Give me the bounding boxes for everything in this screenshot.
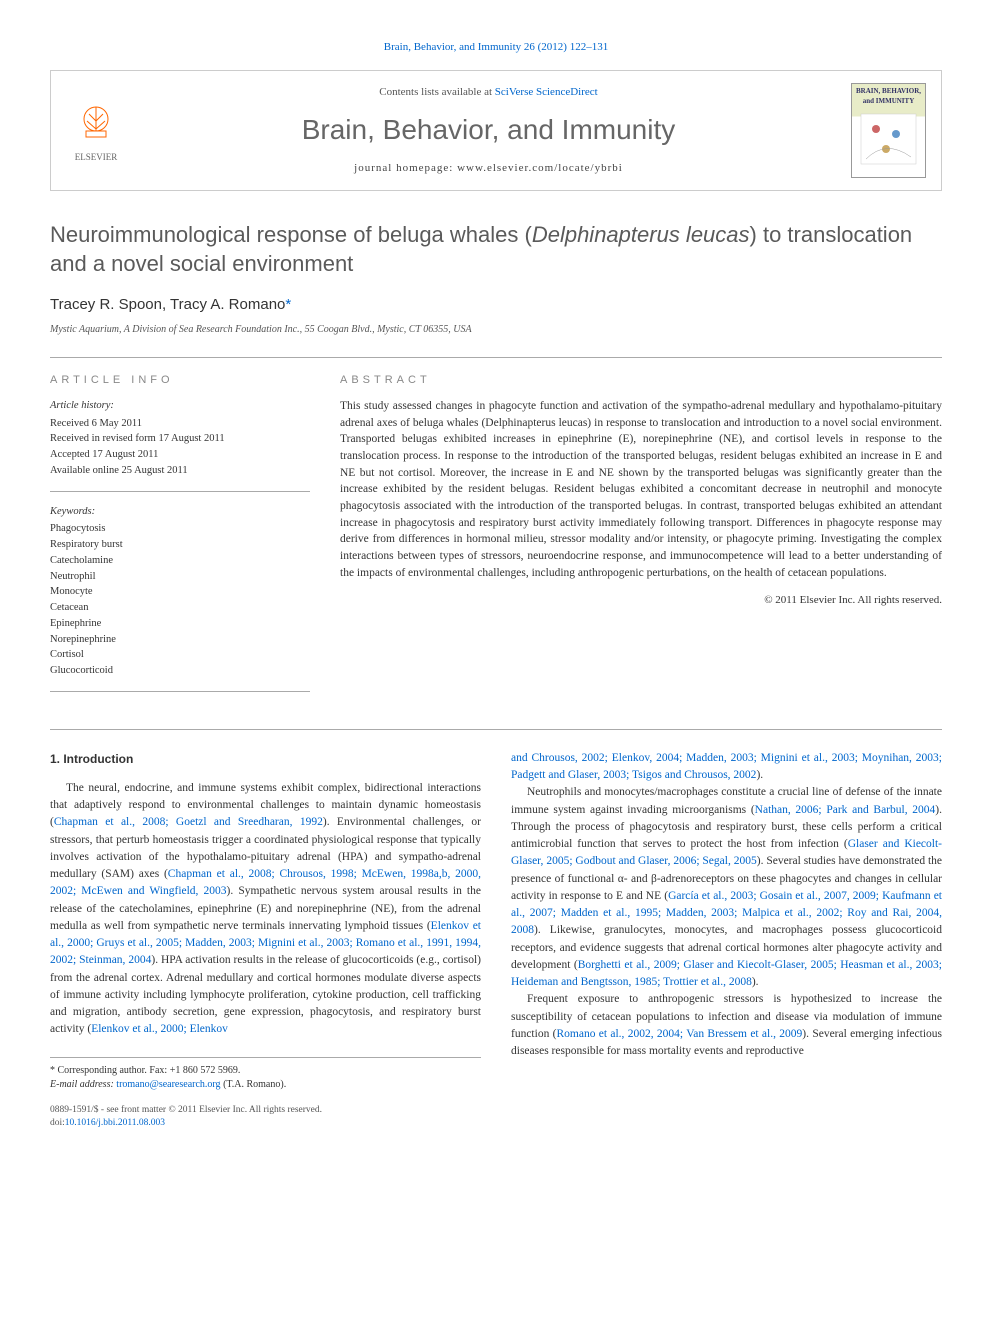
body-text: ). [756,769,763,781]
history-line: Accepted 17 August 2011 [50,447,310,463]
homepage-url: www.elsevier.com/locate/ybrbi [457,162,623,174]
email-label: E-mail address: [50,1079,116,1090]
footnotes: * Corresponding author. Fax: +1 860 572 … [50,1057,481,1092]
email-line: E-mail address: tromano@searesearch.org … [50,1078,481,1092]
footer-left: 0889-1591/$ - see front matter © 2011 El… [50,1104,322,1131]
keyword: Glucocorticoid [50,663,310,679]
keyword: Catecholamine [50,553,310,569]
body-paragraph: Neutrophils and monocytes/macrophages co… [511,784,942,991]
history-line: Received 6 May 2011 [50,416,310,432]
corresponding-note: * Corresponding author. Fax: +1 860 572 … [50,1064,481,1078]
citation-link[interactable]: Elenkov et al., 2000; Elenkov [91,1023,228,1035]
journal-homepage: journal homepage: www.elsevier.com/locat… [141,161,836,176]
article-history-block: Article history: Received 6 May 2011 Rec… [50,398,310,492]
email-link[interactable]: tromano@searesearch.org [116,1079,220,1090]
abstract-copyright: © 2011 Elsevier Inc. All rights reserved… [340,593,942,608]
abstract-label: abstract [340,373,942,388]
history-line: Available online 25 August 2011 [50,463,310,479]
contents-prefix: Contents lists available at [379,86,494,98]
keywords-heading: Keywords: [50,504,310,520]
author-names: Tracey R. Spoon, Tracy A. Romano [50,296,285,313]
header-center: Contents lists available at SciVerse Sci… [126,85,851,177]
doi-prefix: doi: [50,1118,65,1128]
history-line: Received in revised form 17 August 2011 [50,431,310,447]
doi-link[interactable]: 10.1016/j.bbi.2011.08.003 [65,1118,165,1128]
citation-link[interactable]: Nathan, 2006; Park and Barbul, 2004 [755,804,936,816]
keyword: Cortisol [50,647,310,663]
journal-name: Brain, Behavior, and Immunity [141,110,836,149]
keyword: Monocyte [50,584,310,600]
footer-bar: 0889-1591/$ - see front matter © 2011 El… [50,1104,942,1131]
doi-line: doi:10.1016/j.bbi.2011.08.003 [50,1117,322,1130]
front-matter-line: 0889-1591/$ - see front matter © 2011 El… [50,1104,322,1117]
cover-title: BRAIN, BEHAVIOR, and IMMUNITY [855,87,922,107]
body-paragraph: The neural, endocrine, and immune system… [50,780,481,1039]
issue-citation-link[interactable]: Brain, Behavior, and Immunity 26 (2012) … [384,41,608,53]
body-columns: 1. Introduction The neural, endocrine, a… [50,729,942,1092]
abstract-text: This study assessed changes in phagocyte… [340,398,942,581]
body-text: ). [752,976,759,988]
keywords-block: Keywords: Phagocytosis Respiratory burst… [50,504,310,692]
keyword: Epinephrine [50,616,310,632]
body-column-right: and Chrousos, 2002; Elenkov, 2004; Madde… [511,750,942,1092]
citation-link[interactable]: Chapman et al., 2008; Goetzl and Sreedha… [54,816,323,828]
contents-line: Contents lists available at SciVerse Sci… [141,85,836,100]
cover-graphic-icon [856,109,921,169]
history-heading: Article history: [50,398,310,414]
author-list: Tracey R. Spoon, Tracy A. Romano* [50,294,942,315]
keyword: Respiratory burst [50,537,310,553]
abstract-column: abstract This study assessed changes in … [340,373,942,704]
body-column-left: 1. Introduction The neural, endocrine, a… [50,750,481,1092]
keyword-list: Phagocytosis Respiratory burst Catechola… [50,521,310,679]
info-abstract-row: article info Article history: Received 6… [50,357,942,704]
body-paragraph: Frequent exposure to anthropogenic stres… [511,991,942,1060]
keyword: Neutrophil [50,569,310,585]
citation-link[interactable]: and Chrousos, 2002; Elenkov, 2004; Madde… [511,752,942,781]
body-paragraph: and Chrousos, 2002; Elenkov, 2004; Madde… [511,750,942,785]
elsevier-logo: ELSEVIER [66,96,126,166]
citation-link[interactable]: Romano et al., 2002, 2004; Van Bressem e… [556,1028,802,1040]
intro-heading: 1. Introduction [50,750,481,768]
journal-header: ELSEVIER Contents lists available at Sci… [50,70,942,191]
keyword: Cetacean [50,600,310,616]
sciencedirect-link[interactable]: SciVerse ScienceDirect [495,86,598,98]
info-label: article info [50,373,310,388]
issue-citation: Brain, Behavior, and Immunity 26 (2012) … [50,40,942,55]
keyword: Norepinephrine [50,632,310,648]
keyword: Phagocytosis [50,521,310,537]
affiliation: Mystic Aquarium, A Division of Sea Resea… [50,323,942,337]
journal-cover-thumbnail: BRAIN, BEHAVIOR, and IMMUNITY [851,83,926,178]
article-title: Neuroimmunological response of beluga wh… [50,221,942,278]
article-info-column: article info Article history: Received 6… [50,373,310,704]
elsevier-label: ELSEVIER [75,151,118,164]
homepage-prefix: journal homepage: [354,162,457,174]
elsevier-tree-icon [71,99,121,149]
email-suffix: (T.A. Romano). [221,1079,287,1090]
corresponding-marker[interactable]: * [285,296,291,313]
